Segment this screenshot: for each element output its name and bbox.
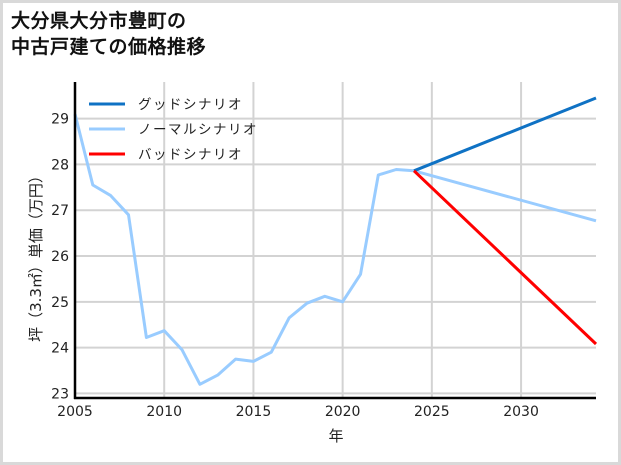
data-lines	[73, 96, 598, 386]
axes	[73, 82, 596, 400]
y-tick-label: 24	[51, 341, 69, 357]
legend-label: バッドシナリオ	[138, 147, 243, 163]
chart-title-line2: 中古戸建ての価格推移	[11, 36, 207, 58]
y-tick-label: 28	[51, 157, 69, 173]
chart-title: 大分県大分市豊町の 中古戸建ての価格推移	[11, 8, 206, 60]
series-line-1	[73, 113, 597, 386]
series-line-0	[413, 96, 597, 173]
x-tick-label: 2005	[57, 404, 93, 420]
y-tick-label: 27	[51, 203, 69, 219]
legend-label: グッドシナリオ	[138, 97, 243, 113]
y-tick-label: 26	[51, 249, 69, 265]
series-line-2	[412, 169, 598, 346]
chart-title-line1: 大分県大分市豊町の	[11, 10, 187, 32]
x-tick-label: 2020	[325, 404, 361, 420]
y-tick-label: 25	[51, 295, 69, 311]
x-tick-label: 2010	[146, 404, 182, 420]
y-tick-label: 23	[51, 386, 69, 402]
y-tick-label: 29	[51, 112, 69, 128]
x-tick-label: 2025	[414, 404, 450, 420]
x-axis-label: 年	[328, 427, 343, 445]
x-tick-label: 2015	[236, 404, 272, 420]
x-tick-label: 2030	[503, 404, 539, 420]
y-axis-label: 坪（3.3㎡）単価（万円）	[27, 168, 45, 342]
grid-lines	[74, 82, 596, 398]
tick-labels: 2005 2010 2015 2020 2025 2030 23 24 25 26 27 28 29	[51, 112, 539, 420]
legend-label: ノーマルシナリオ	[138, 122, 258, 138]
